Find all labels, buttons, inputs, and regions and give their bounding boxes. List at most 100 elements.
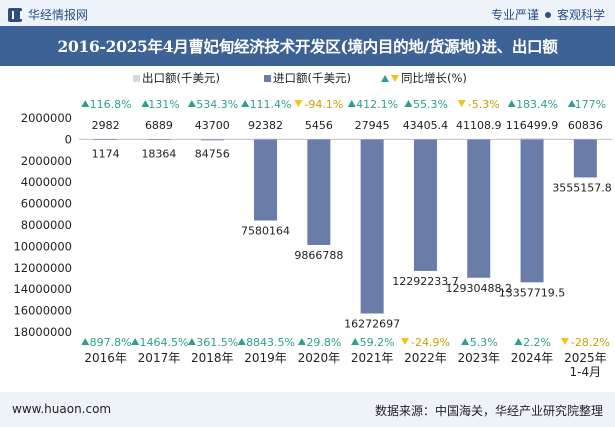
y-tick-label: 16000000	[13, 304, 72, 318]
import-yoy-text: 29.8%	[306, 336, 341, 349]
export-yoy-text: 534.3%	[196, 98, 238, 111]
export-yoy-text: 183.4%	[516, 98, 558, 111]
export-yoy: -94.1%	[294, 98, 343, 111]
legend-export-swatch	[133, 75, 140, 82]
value-labels: 2982 1174 6889 18364 43700 84756 92382 7580164 5…	[92, 119, 612, 331]
y-tick-label: 14000000	[13, 282, 72, 296]
brand-tags: 专业严谨 客观科学	[491, 6, 605, 23]
legend-yoy-label: 同比增长(%)	[401, 71, 467, 85]
import-value-label: 1174	[92, 147, 120, 160]
import-yoy: 1464.5%	[131, 336, 188, 349]
import-yoy: 8843.5%	[237, 336, 295, 349]
yoy-up-arrow-icon	[237, 338, 246, 345]
bar-import	[520, 139, 544, 283]
export-yoy-text: 412.1%	[356, 98, 398, 111]
footer-website[interactable]: www.huaon.com	[12, 402, 112, 416]
bar-import	[200, 139, 224, 141]
brand-logo[interactable]: 华经情报网	[8, 6, 88, 23]
bar-export	[200, 138, 224, 140]
export-yoy-text: 55.3%	[413, 98, 448, 111]
export-value-label: 43700	[195, 119, 230, 132]
y-tick-label: 8000000	[21, 218, 72, 232]
legend-up-arrow-icon	[381, 75, 389, 82]
export-value-label: 92382	[248, 119, 283, 132]
import-yoy-text: 361.5%	[196, 336, 238, 349]
x-tick-label: 2023年	[457, 351, 500, 365]
export-yoy: 177%	[567, 98, 606, 111]
y-tick-label: 10000000	[13, 239, 72, 253]
yoy-up-arrow-icon	[81, 338, 90, 345]
x-tick-label: 2025年	[564, 351, 607, 365]
x-tick-label: 2019年	[244, 351, 287, 365]
export-yoy: -5.3%	[457, 98, 500, 111]
yoy-up-arrow-icon	[297, 338, 306, 345]
export-yoy: 534.3%	[187, 98, 238, 111]
yoy-up-arrow-icon	[567, 100, 576, 107]
bar-import	[307, 139, 331, 245]
bar-import	[360, 139, 384, 314]
import-yoy-text: 897.8%	[90, 336, 132, 349]
yoy-down-arrow-icon	[294, 100, 303, 107]
import-yoy: 29.8%	[297, 336, 341, 349]
export-value-label: 60836	[568, 119, 603, 132]
yoy-up-arrow-icon	[141, 100, 150, 107]
import-value-label: 3555157.8	[552, 181, 612, 194]
import-yoy-text: -28.2%	[571, 336, 610, 349]
yoy-up-arrow-icon	[404, 100, 413, 107]
export-yoy: 116.8%	[81, 98, 132, 111]
x-tick-label: 2017年	[138, 351, 181, 365]
import-yoy: 5.3%	[461, 336, 498, 349]
bar-import	[467, 139, 491, 278]
yoy-up-arrow-icon	[187, 338, 196, 345]
export-value-label: 2982	[92, 119, 120, 132]
export-yoy: 412.1%	[347, 98, 398, 111]
export-yoy-text: -94.1%	[304, 98, 343, 111]
import-value-label: 16272697	[344, 318, 400, 331]
import-value-label: 18364	[141, 147, 176, 160]
footer: www.huaon.com 数据来源：中国海关，华经产业研究院整理	[0, 392, 615, 427]
import-yoy: -28.2%	[560, 336, 610, 349]
export-value-label: 27945	[355, 119, 390, 132]
yoy-up-arrow-icon	[507, 100, 516, 107]
export-yoy: 111.4%	[241, 98, 292, 111]
yoy-down-arrow-icon	[560, 338, 569, 345]
export-value-label: 6889	[145, 119, 173, 132]
export-value-label: 5456	[305, 119, 333, 132]
chart-title: 2016-2025年4月曹妃甸经济技术开发区(境内目的地/货源地)进、出口额	[0, 26, 615, 66]
import-value-label: 7580164	[241, 225, 290, 238]
bar-export	[254, 138, 278, 140]
x-tick-label: 2020年	[298, 351, 341, 365]
y-tick-label: 2000000	[21, 154, 72, 168]
export-yoy-text: 177%	[575, 98, 606, 111]
bars	[94, 138, 597, 314]
export-yoy-text: 111.4%	[250, 98, 292, 111]
footer-source: 数据来源：中国海关，华经产业研究院整理	[374, 404, 603, 418]
yoy-up-arrow-icon	[514, 338, 523, 345]
export-yoy: 55.3%	[404, 98, 448, 111]
yoy-up-arrow-icon	[241, 100, 250, 107]
y-tick-label: 2000000	[21, 111, 72, 125]
y-tick-label: 18000000	[13, 325, 72, 339]
y-tick-label: 6000000	[21, 197, 72, 211]
import-yoy-text: 1464.5%	[139, 336, 188, 349]
bar-import	[94, 139, 118, 140]
export-yoy: 131%	[141, 98, 180, 111]
yoy-down-arrow-icon	[457, 100, 466, 107]
x-tick-label: 2016年	[84, 351, 127, 365]
export-yoy-text: 116.8%	[90, 98, 132, 111]
export-yoy-text: -5.3%	[468, 98, 500, 111]
top-banner: 华经情报网 专业严谨 客观科学	[0, 0, 615, 26]
chart-area: 出口额(千美元) 进口额(千美元) 同比增长(%) 2000000 0 2000000 4…	[13, 71, 612, 379]
y-tick-label: 4000000	[21, 175, 72, 189]
x-axis: 2016年 2017年 2018年 2019年 2020年 2021年 2022年 2023年…	[84, 351, 606, 379]
y-tick-label: 12000000	[13, 261, 72, 275]
yoy-up-arrow-icon	[351, 338, 360, 345]
tag-objective: 客观科学	[556, 8, 605, 22]
yoy-labels: 116.8% 897.8% 131% 1464.5% 534.3% 361.5% 111.4…	[81, 98, 610, 349]
separator-dot-icon	[544, 11, 551, 18]
export-value-label: 43405.4	[403, 119, 449, 132]
bar-import	[573, 139, 597, 178]
bar-export	[467, 138, 491, 140]
bar-import	[254, 139, 278, 221]
brand-name: 华经情报网	[28, 8, 89, 22]
